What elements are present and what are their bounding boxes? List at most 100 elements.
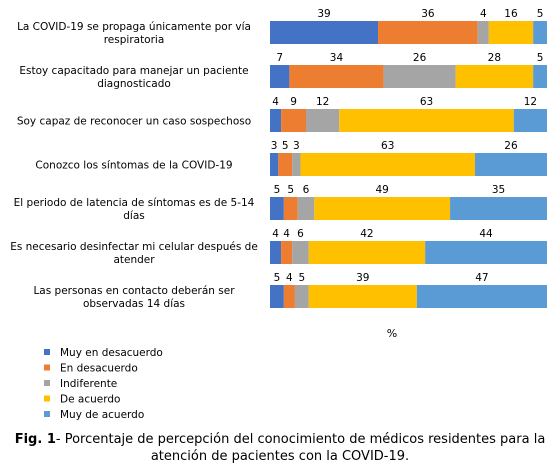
bar-segment xyxy=(270,21,379,44)
data-label: 47 xyxy=(475,272,488,284)
bar-segment xyxy=(297,197,315,220)
category-label: La COVID-19 se propaga únicamente por ví… xyxy=(17,21,251,46)
legend-label: De acuerdo xyxy=(60,394,120,406)
bar-segment xyxy=(300,153,475,176)
data-label: 63 xyxy=(420,96,433,108)
x-axis-label: % xyxy=(387,327,397,340)
bar-segment xyxy=(450,197,547,220)
data-label: 39 xyxy=(317,8,330,20)
bar-segment xyxy=(283,197,298,220)
data-label: 4 xyxy=(286,272,293,284)
data-label: 39 xyxy=(356,272,369,284)
bars xyxy=(270,21,547,308)
legend-item: Muy de acuerdo xyxy=(44,409,144,421)
legend-label: Muy en desacuerdo xyxy=(60,347,163,359)
data-label: 12 xyxy=(524,96,537,108)
data-label: 36 xyxy=(421,8,435,20)
value-labels: 39 36 4 16 57 34 26 28 54 9 12 63 123 5 3 63 265 5 6 49 354 4… xyxy=(271,8,544,284)
bar-segment xyxy=(308,285,417,308)
legend-label: En desacuerdo xyxy=(60,363,138,375)
category-label: Estoy capacitado para manejar un pacient… xyxy=(19,65,248,90)
data-label: 49 xyxy=(376,184,389,196)
data-label: 4 xyxy=(272,96,279,108)
legend: Muy en desacuerdo En desacuerdo Indiferent… xyxy=(44,347,163,421)
bar-segment xyxy=(306,109,340,132)
category-label: Conozco los síntomas de la COVID-19 xyxy=(35,160,232,172)
figure-label: Fig. 1 xyxy=(14,432,56,447)
data-label: 5 xyxy=(537,52,544,64)
data-label: 4 xyxy=(480,8,487,20)
legend-item: Indiferente xyxy=(44,378,117,390)
data-label: 26 xyxy=(413,52,427,64)
bar-segment xyxy=(281,241,293,264)
data-label: 5 xyxy=(299,272,306,284)
stacked-bar-chart: La COVID-19 se propaga únicamente por ví… xyxy=(10,8,547,421)
data-label: 42 xyxy=(360,228,373,240)
legend-item: Muy en desacuerdo xyxy=(44,347,163,359)
bar-segment xyxy=(270,65,290,88)
data-label: 5 xyxy=(537,8,544,20)
data-label: 5 xyxy=(274,184,281,196)
legend-swatch xyxy=(44,411,50,417)
bar-segment xyxy=(289,65,384,88)
bar-segment xyxy=(270,241,282,264)
bar-segment xyxy=(378,21,478,44)
category-labels: La COVID-19 se propaga únicamente por ví… xyxy=(10,21,258,310)
bar-segment xyxy=(339,109,514,132)
bar-segment xyxy=(513,109,547,132)
bar-segment xyxy=(270,109,282,132)
bar-segment xyxy=(294,285,309,308)
legend-item: En desacuerdo xyxy=(44,363,138,375)
data-label: 26 xyxy=(504,140,518,152)
data-label: 5 xyxy=(274,272,281,284)
legend-label: Indiferente xyxy=(60,378,117,390)
bar-segment xyxy=(278,153,293,176)
bar-segment xyxy=(425,241,547,264)
bar-segment xyxy=(474,153,547,176)
data-label: 5 xyxy=(287,184,294,196)
data-label: 12 xyxy=(316,96,329,108)
bar-segment xyxy=(308,241,426,264)
legend-swatch xyxy=(44,364,50,371)
data-label: 34 xyxy=(330,52,344,64)
data-label: 3 xyxy=(293,140,300,152)
figure-caption: Fig. 1- Porcentaje de percepción del con… xyxy=(6,431,554,465)
bar-segment xyxy=(270,153,279,176)
bar-segment xyxy=(270,197,284,220)
data-label: 16 xyxy=(504,8,518,20)
bar-segment xyxy=(281,109,307,132)
bar-segment xyxy=(270,285,284,308)
data-label: 63 xyxy=(381,140,394,152)
data-label: 7 xyxy=(276,52,283,64)
bar-segment xyxy=(292,241,309,264)
bar-segment xyxy=(477,21,489,44)
bar-segment xyxy=(383,65,456,88)
bar-segment xyxy=(283,285,295,308)
data-label: 6 xyxy=(297,228,304,240)
data-label: 3 xyxy=(271,140,278,152)
bar-segment xyxy=(292,153,301,176)
data-label: 9 xyxy=(290,96,297,108)
data-label: 5 xyxy=(282,140,289,152)
legend-label: Muy de acuerdo xyxy=(60,409,144,421)
legend-swatch xyxy=(44,349,50,355)
bar-segment xyxy=(416,285,547,308)
category-label: El periodo de latencia de síntomas es de… xyxy=(14,197,255,222)
legend-swatch xyxy=(44,395,50,402)
bar-segment xyxy=(533,21,547,44)
category-label: Las personas en contacto deberán ser obse… xyxy=(33,285,235,310)
category-label: Es necesario desinfectar mi celular desp… xyxy=(10,241,258,266)
bar-segment xyxy=(455,65,534,88)
bar-segment xyxy=(533,65,547,88)
category-label: Soy capaz de reconocer un caso sospechos… xyxy=(17,116,251,128)
data-label: 4 xyxy=(283,228,290,240)
legend-item: De acuerdo xyxy=(44,394,120,406)
figure-caption-text: - Porcentaje de percepción del conocimie… xyxy=(55,432,546,464)
data-label: 35 xyxy=(492,184,505,196)
data-label: 44 xyxy=(479,228,493,240)
bar-segment xyxy=(314,197,451,220)
data-label: 28 xyxy=(488,52,501,64)
legend-swatch xyxy=(44,380,50,386)
data-label: 4 xyxy=(272,228,279,240)
data-label: 6 xyxy=(303,184,310,196)
